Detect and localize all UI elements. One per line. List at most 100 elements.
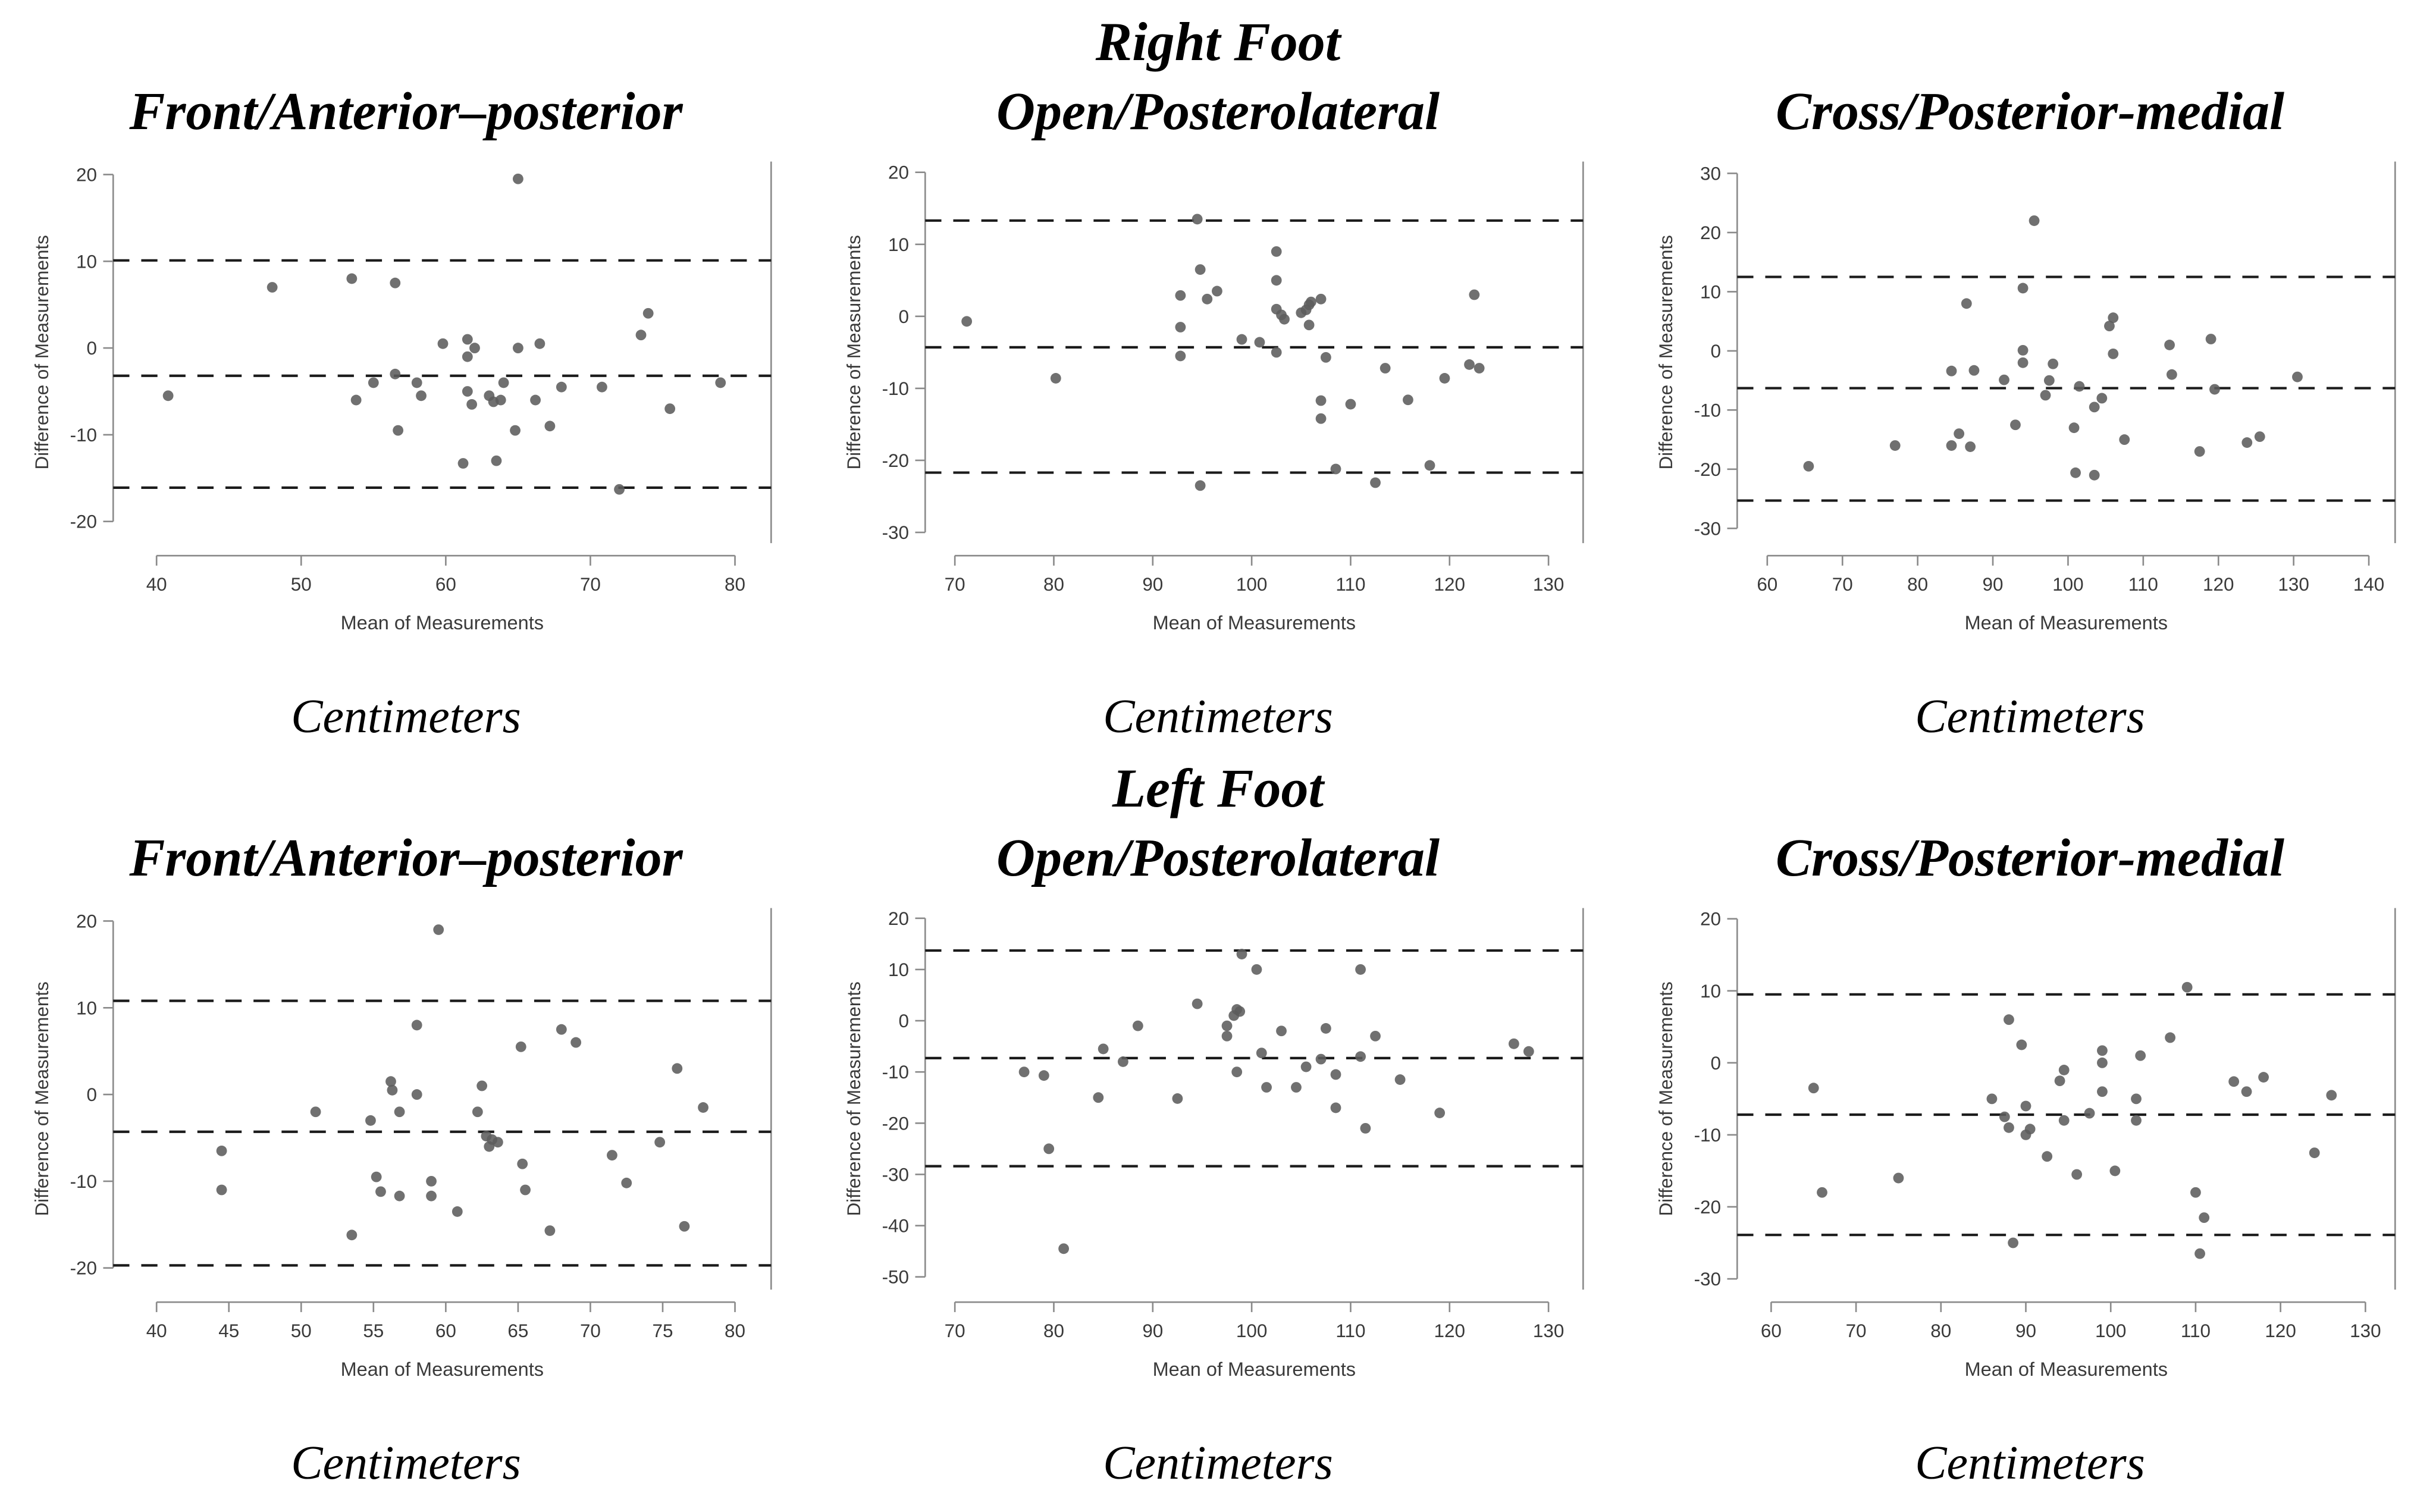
data-point — [498, 377, 509, 388]
units-caption: Centimeters — [291, 691, 521, 743]
data-point — [1946, 440, 1957, 451]
data-point — [1315, 293, 1326, 305]
data-point — [1999, 1111, 2010, 1122]
units-caption: Centimeters — [291, 1437, 521, 1489]
data-point — [2073, 381, 2084, 392]
data-point — [1463, 359, 1475, 370]
x-tick-label: 100 — [2052, 574, 2083, 595]
data-point — [1192, 214, 1203, 225]
data-point — [2096, 1057, 2108, 1068]
loa-lines — [924, 949, 1583, 1168]
y-tick-label: 30 — [1700, 163, 1721, 184]
y-tick-label: -10 — [70, 425, 96, 446]
data-point — [2017, 344, 2029, 356]
x-tick-label: 130 — [2350, 1320, 2381, 1341]
x-axis: 70 80 90 100 110 120 130 Mean of Measurements — [944, 554, 1564, 633]
left-foot-label: Left Foot — [1112, 758, 1324, 818]
data-point — [556, 1024, 567, 1035]
data-points — [1802, 215, 2303, 481]
x-axis: 60 70 80 90 100 110 120 130 Mean of Measurements — [1760, 1301, 2381, 1380]
data-point — [371, 1171, 382, 1182]
x-axis: 70 80 90 100 110 120 130 Mean of Measurements — [944, 1301, 1564, 1380]
data-point — [2054, 1075, 2065, 1087]
data-point — [1256, 1047, 1267, 1059]
data-point — [1236, 949, 1247, 959]
data-point — [1998, 374, 2009, 385]
data-point — [509, 425, 521, 436]
scatter-plot-right-cross: -30 -20 -10 0 10 20 30 Difference of Measuremen… — [1656, 161, 2396, 633]
x-tick-label: 70 — [1832, 574, 1852, 595]
data-point — [1345, 399, 1356, 410]
y-tick-label: 10 — [76, 997, 97, 1018]
data-point — [1174, 350, 1186, 362]
data-point — [310, 1106, 321, 1118]
scatter-plot-right-front: -20 -10 0 10 20 Difference of Measurements 40 5… — [32, 161, 772, 633]
data-point — [1236, 334, 1247, 345]
data-point — [411, 1089, 422, 1100]
y-tick-label: 0 — [1710, 341, 1720, 362]
x-axis-title: Mean of Measurements — [1152, 612, 1355, 633]
data-point — [2254, 431, 2265, 443]
data-point — [411, 377, 422, 388]
data-point — [2166, 369, 2177, 380]
chart-row-right-foot: Front/Anterior–posterior -20 -10 0 10 20 Diff… — [0, 80, 2436, 750]
y-tick-label: -10 — [70, 1171, 96, 1192]
units-caption: Centimeters — [1915, 691, 2145, 743]
x-tick-label: 60 — [435, 574, 456, 595]
x-tick-label: 60 — [1760, 1320, 1781, 1341]
data-point — [1211, 286, 1222, 297]
data-point — [457, 458, 468, 469]
data-point — [2190, 1187, 2201, 1198]
y-axis: -30 -20 -10 0 10 20 30 Difference of Measuremen… — [1656, 163, 1738, 539]
data-point — [2015, 1039, 2027, 1050]
data-point — [2084, 1108, 2095, 1119]
data-point — [2071, 1169, 2082, 1180]
y-axis: -20 -10 0 10 20 Difference of Measurements — [32, 164, 114, 532]
data-point — [2007, 1237, 2018, 1249]
data-point — [635, 330, 646, 341]
data-point — [492, 1137, 503, 1148]
data-point — [1050, 373, 1061, 384]
scatter-plot-left-open: -50 -40 -30 -20 -10 0 10 20 Difference of Measur… — [844, 908, 1584, 1380]
data-point — [1018, 1066, 1029, 1078]
data-point — [466, 399, 477, 410]
x-tick-label: 120 — [2203, 574, 2234, 595]
data-point — [1473, 363, 1485, 374]
data-point — [2020, 1100, 2031, 1112]
data-point — [2009, 419, 2021, 431]
y-axis-title: Difference of Measurements — [1656, 235, 1676, 469]
data-point — [365, 1115, 376, 1126]
data-point — [544, 421, 555, 432]
data-point — [1315, 395, 1326, 406]
data-point — [664, 403, 675, 415]
x-tick-label: 75 — [652, 1320, 673, 1341]
y-tick-label: 10 — [76, 251, 97, 272]
x-tick-label: 50 — [290, 1320, 311, 1341]
units-caption: Centimeters — [1915, 1437, 2145, 1489]
data-point — [512, 343, 523, 353]
data-point — [2068, 422, 2079, 434]
y-tick-label: -30 — [882, 522, 908, 543]
data-point — [671, 1063, 682, 1074]
x-tick-label: 40 — [146, 574, 167, 595]
x-tick-label: 130 — [1532, 1320, 1563, 1341]
data-point — [483, 1141, 494, 1152]
y-tick-label: 0 — [86, 1084, 96, 1105]
data-point — [1092, 1092, 1103, 1103]
data-point — [2017, 357, 2029, 368]
chart-cell-left-open: Open/Posterolateral -50 -40 -30 -20 -10 0 10 20… — [812, 826, 1624, 1497]
units-caption: Centimeters — [1103, 691, 1333, 743]
y-tick-label: 20 — [1700, 909, 1721, 930]
row-header-right-foot: Right Foot — [0, 4, 2436, 80]
x-tick-label: 80 — [725, 1320, 745, 1341]
data-point — [2041, 1151, 2052, 1162]
y-tick-label: 0 — [1710, 1053, 1720, 1074]
data-point — [368, 377, 379, 388]
chart-title: Front/Anterior–posterior — [129, 829, 683, 887]
data-point — [415, 390, 427, 401]
data-point — [2096, 1086, 2108, 1097]
y-tick-label: -10 — [1694, 1125, 1720, 1146]
data-point — [1098, 1043, 1109, 1055]
data-point — [452, 1206, 463, 1217]
data-point — [1424, 460, 1435, 471]
